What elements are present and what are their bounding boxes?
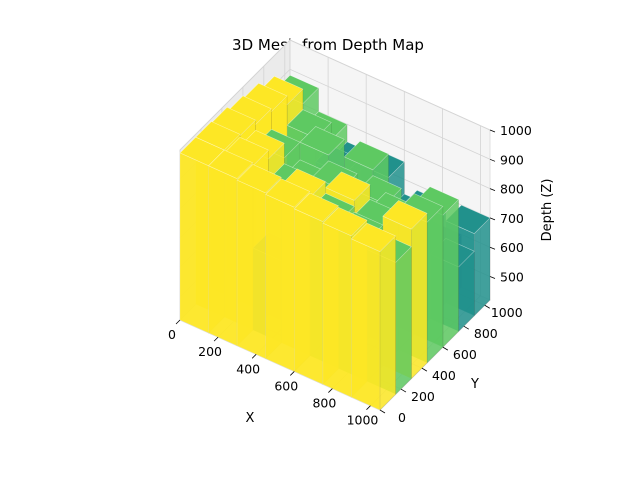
- surface-front-face: [179, 152, 209, 334]
- z-tick-mark: [489, 217, 496, 221]
- x-tick-label: 600: [274, 378, 298, 393]
- z-tick-label: 700: [500, 211, 524, 226]
- surface-top-face: [350, 222, 397, 253]
- y-tick-mark: [379, 409, 386, 414]
- surface-side-face: [379, 235, 397, 411]
- y-tick-mark: [421, 367, 428, 372]
- surface-front-face: [208, 165, 238, 347]
- y-tick-mark: [442, 346, 449, 351]
- z-tick-label: 600: [500, 240, 524, 255]
- z-tick-mark: [489, 246, 496, 250]
- surface-top-face: [265, 178, 311, 208]
- z-tick-mark: [489, 129, 496, 133]
- y-tick-label: 0: [398, 410, 406, 425]
- surface-front-face: [236, 179, 267, 360]
- x-axis-label: X: [246, 411, 255, 426]
- x-tick-label: 800: [312, 396, 336, 411]
- surface-top-face: [382, 200, 428, 230]
- surface-front-face: [322, 222, 352, 398]
- x-tick-mark: [328, 388, 333, 393]
- x-tick-mark: [175, 319, 181, 325]
- axis-ticks: 0 200 400 600 800 1000 0 200 400 600 800 1000 500 600…: [168, 123, 532, 428]
- surface-side-face: [395, 245, 412, 396]
- surface-side-face: [411, 212, 428, 380]
- surface-top-face: [208, 149, 254, 179]
- surface-top-face: [343, 140, 390, 171]
- z-tick-label: 900: [500, 152, 524, 167]
- z-tick-mark: [489, 188, 496, 191]
- z-tick-mark: [489, 158, 496, 162]
- y-tick-label: 800: [474, 326, 498, 341]
- surface-front-face: [293, 208, 324, 385]
- y-tick-label: 1000: [491, 305, 523, 320]
- z-tick-label: 800: [500, 182, 524, 197]
- surface-top-face: [293, 192, 340, 222]
- x-tick-mark: [366, 405, 371, 410]
- y-tick-mark: [484, 304, 490, 309]
- surface-side-face: [473, 217, 491, 317]
- surface-top-face: [299, 126, 345, 156]
- y-tick-label: 200: [411, 389, 435, 404]
- chart-title: 3D Mesh from Depth Map: [232, 36, 424, 54]
- z-tick-label: 500: [500, 270, 524, 285]
- surface-top-face: [236, 164, 282, 194]
- x-tick-label: 0: [168, 327, 176, 342]
- z-axis-label: Depth (Z): [540, 179, 555, 242]
- y-tick-mark: [400, 388, 407, 393]
- z-tick-label: 1000: [500, 123, 532, 138]
- z-tick-mark: [489, 276, 496, 279]
- y-tick-label: 400: [432, 368, 456, 383]
- x-tick-label: 200: [198, 344, 222, 359]
- x-tick-mark: [251, 354, 257, 359]
- z-grid-line: [179, 39, 491, 151]
- x-tick-mark: [290, 371, 295, 376]
- y-tick-label: 600: [453, 347, 477, 362]
- surface-top-face: [322, 207, 368, 237]
- y-tick-mark: [463, 325, 470, 330]
- y-axis-label: Y: [470, 377, 479, 392]
- surface-top-face: [325, 171, 371, 201]
- surface-front-face: [265, 193, 295, 372]
- surface-side-face: [442, 198, 459, 348]
- x-tick-label: 400: [236, 361, 260, 376]
- x-tick-mark: [213, 336, 219, 342]
- depth-surface: [179, 74, 491, 411]
- surface-side-face: [426, 205, 444, 364]
- surface-front-face: [351, 238, 381, 411]
- x-tick-label: 1000: [347, 413, 379, 428]
